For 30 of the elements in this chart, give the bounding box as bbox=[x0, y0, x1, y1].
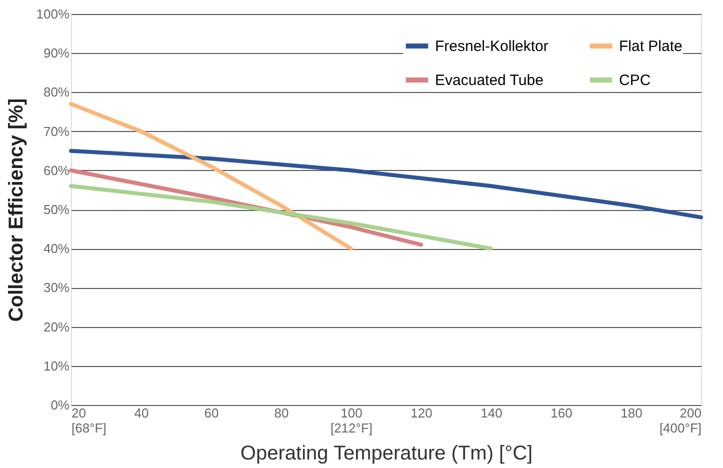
legend-label: CPC bbox=[619, 72, 651, 89]
y-tick-label: 40% bbox=[43, 241, 70, 256]
x-tick-label: 60 bbox=[204, 406, 219, 420]
y-tick-label: 70% bbox=[43, 124, 70, 139]
line-series bbox=[69, 148, 703, 220]
y-tick-label: 20% bbox=[43, 319, 70, 334]
y-tick-label: 10% bbox=[43, 358, 70, 374]
x-tick-label: 160 bbox=[550, 406, 572, 420]
x-tick-label: 100 [212°F] bbox=[330, 406, 373, 436]
x-tick-label: 20 [68°F] bbox=[72, 406, 106, 436]
y-tick-label: 50% bbox=[43, 202, 70, 217]
legend-label: Flat Plate bbox=[619, 38, 682, 55]
legend-label: Evacuated Tube bbox=[435, 72, 544, 89]
x-tick-label: 140 bbox=[480, 406, 502, 420]
x-tick-label: 180 bbox=[620, 406, 642, 420]
y-tick-label: 80% bbox=[43, 84, 70, 100]
y-tick-label: 60% bbox=[43, 162, 70, 178]
x-tick-label: 80 bbox=[274, 406, 289, 420]
line-series bbox=[69, 184, 493, 251]
y-tick-label: 0% bbox=[50, 398, 70, 412]
legend-label: Fresnel-Kollektor bbox=[435, 38, 548, 55]
x-tick-label: 200 [400°F] bbox=[659, 406, 702, 436]
x-tick-label: 120 bbox=[410, 406, 432, 420]
line-series bbox=[69, 102, 353, 251]
y-tick-label: 100% bbox=[36, 6, 70, 22]
x-tick-label: 40 bbox=[134, 406, 149, 420]
y-axis-title: Collector Efficiency [%] bbox=[5, 98, 28, 322]
x-axis-title: Operating Temperature (Tm) [°C] bbox=[240, 442, 533, 464]
y-tick-label: 90% bbox=[43, 46, 70, 61]
y-tick-label: 30% bbox=[43, 280, 70, 296]
